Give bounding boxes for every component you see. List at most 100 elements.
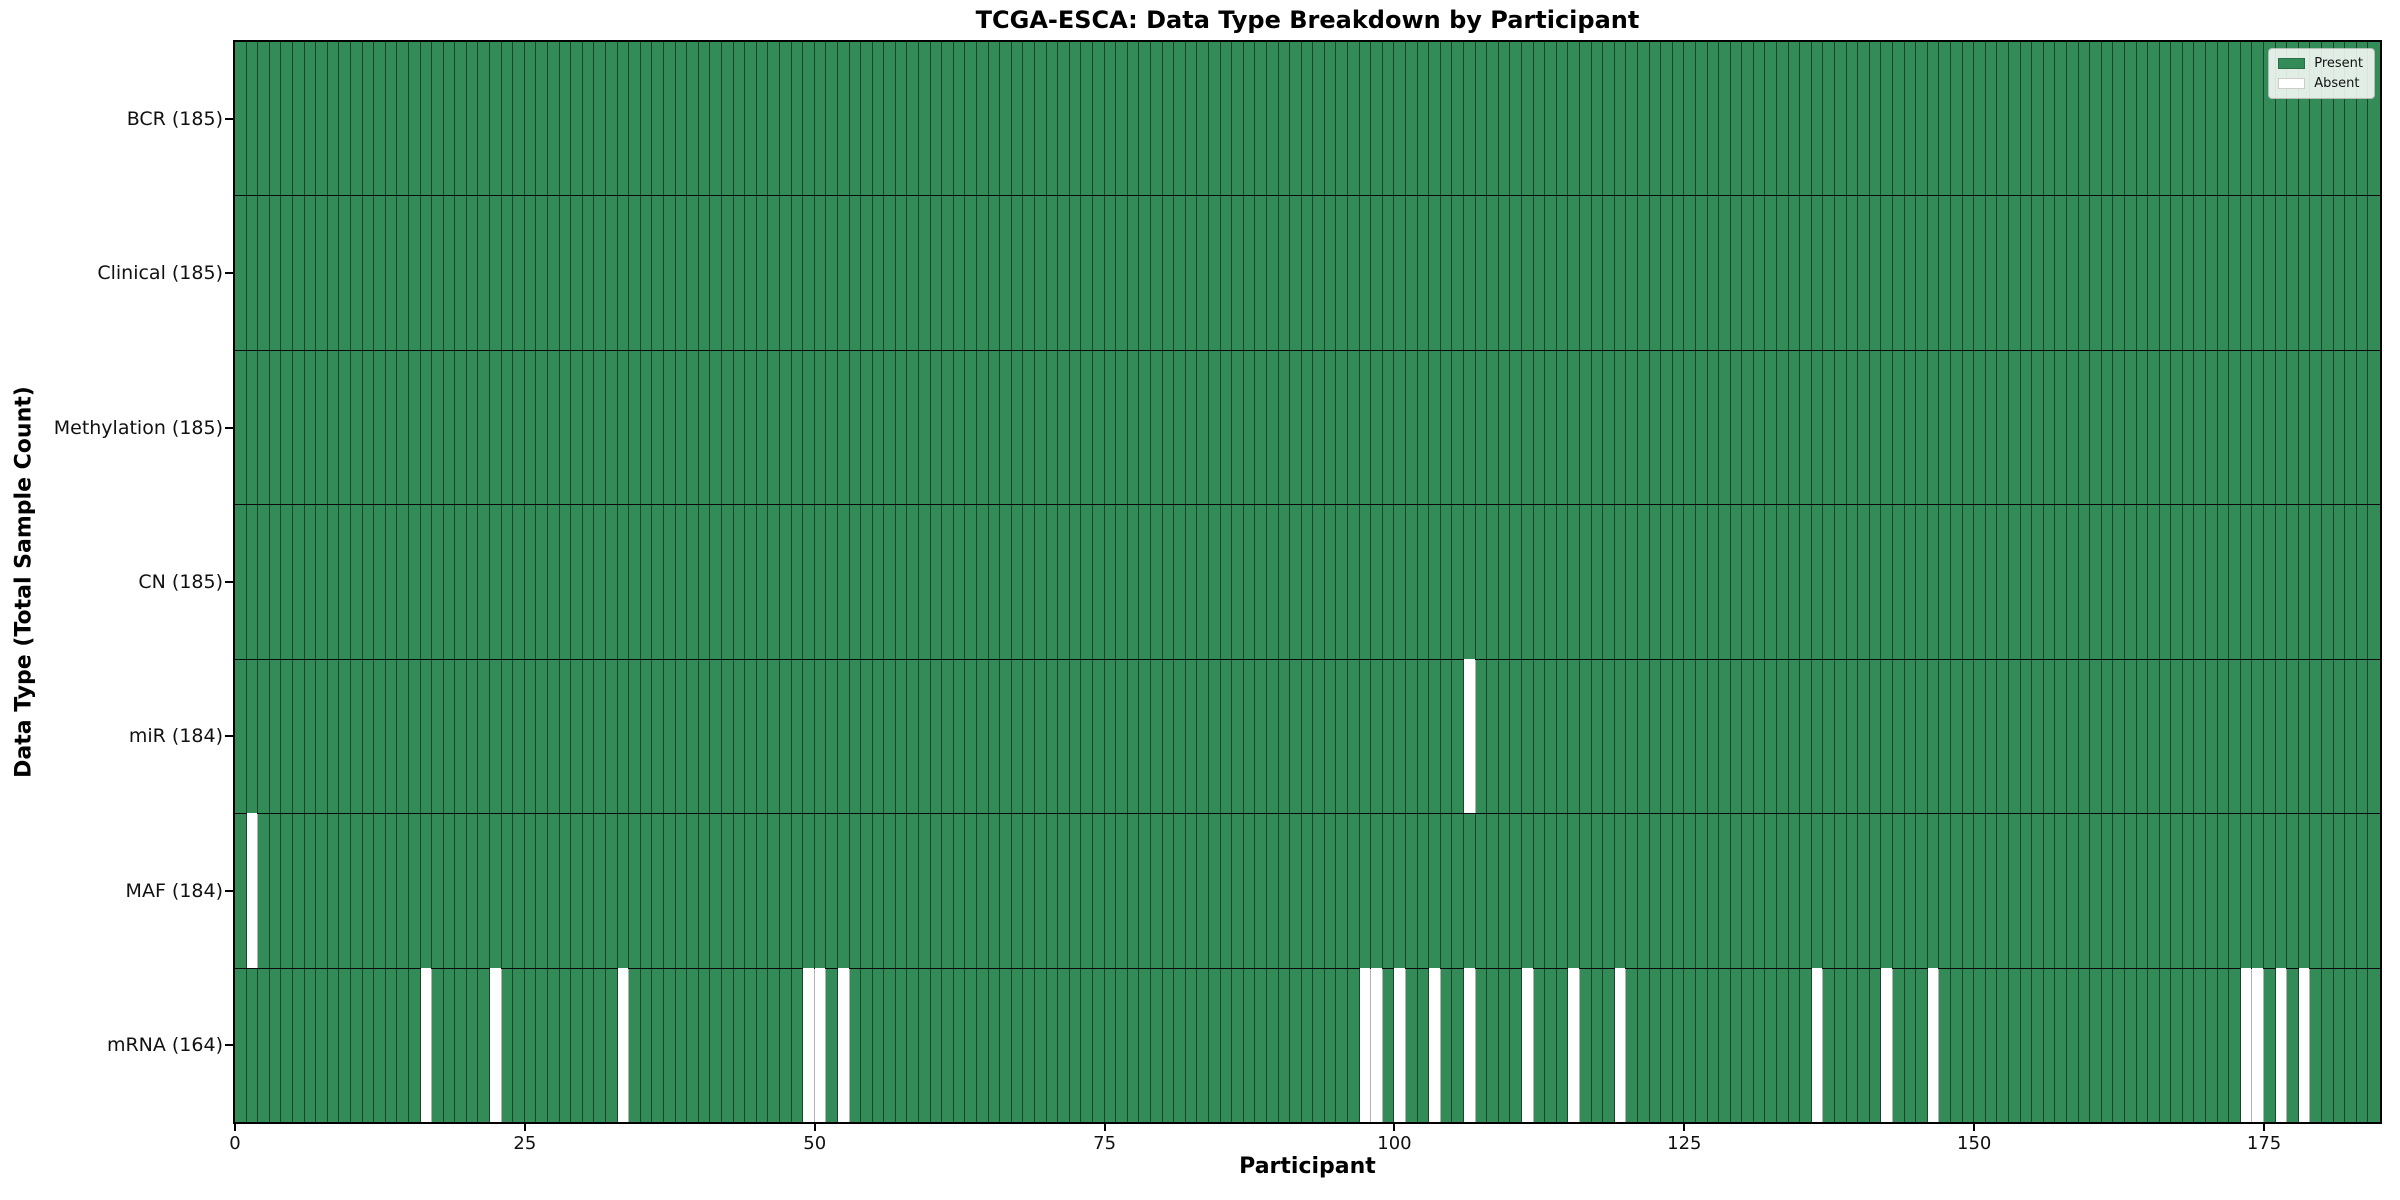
heatmap-cell: [2090, 814, 2102, 968]
heatmap-cell: [826, 659, 838, 814]
y-tick-label-mRNA: mRNA (164): [106, 1033, 223, 1056]
heatmap-cell: [1243, 196, 1256, 350]
heatmap-cell: [1429, 350, 1441, 505]
heatmap-cell: [2333, 196, 2346, 350]
heatmap-cell: [2066, 350, 2079, 505]
heatmap-cell: [803, 196, 815, 350]
legend-present-swatch: [2278, 58, 2306, 69]
heatmap-cell: [2113, 350, 2125, 505]
heatmap-cell: [977, 659, 989, 814]
heatmap-cell: [1510, 196, 1522, 350]
heatmap-cell: [1255, 350, 1267, 505]
heatmap-cell: [2206, 196, 2218, 350]
heatmap-cell: [1162, 659, 1175, 814]
heatmap-cell: [710, 968, 722, 1122]
heatmap-cell: [1730, 659, 1743, 814]
heatmap-cell: [1939, 968, 1951, 1122]
heatmap-cell: [2252, 967, 2265, 1122]
heatmap-cell: [1301, 350, 1314, 505]
heatmap-cell: [1116, 196, 1128, 350]
heatmap-cell: [895, 350, 908, 505]
heatmap-cell: [779, 505, 792, 659]
heatmap-cell: [1069, 968, 1082, 1122]
heatmap-cell: [501, 814, 514, 968]
heatmap-cell: [942, 968, 954, 1122]
heatmap-cell: [1777, 505, 1789, 659]
heatmap-cell: [2275, 196, 2288, 350]
heatmap-cell: [606, 505, 618, 659]
heatmap-cell: [1904, 814, 1917, 968]
heatmap-cell: [1266, 350, 1279, 505]
heatmap-cell: [455, 659, 467, 814]
heatmap-cell: [327, 350, 340, 505]
heatmap-cell: [1046, 814, 1059, 968]
heatmap-cell: [826, 42, 838, 196]
heatmap-cell: [1510, 505, 1522, 659]
heatmap-cell: [594, 350, 607, 505]
heatmap-cell: [884, 196, 896, 350]
heatmap-cell: [965, 968, 978, 1122]
heatmap-cell: [2275, 814, 2288, 968]
heatmap-cell: [640, 968, 653, 1122]
heatmap-cell: [1232, 350, 1244, 505]
heatmap-cell: [1220, 196, 1233, 350]
heatmap-cell: [1985, 814, 1998, 968]
heatmap-cell: [292, 968, 305, 1122]
heatmap-cell: [1974, 968, 1986, 1122]
heatmap-cell: [374, 42, 386, 196]
heatmap-cell: [455, 814, 467, 968]
heatmap-cell: [269, 505, 282, 659]
heatmap-cell: [1661, 659, 1673, 814]
heatmap-cell: [1985, 659, 1998, 814]
heatmap-cell: [1823, 350, 1836, 505]
heatmap-cell: [942, 505, 954, 659]
heatmap-cell: [2310, 505, 2323, 659]
heatmap-cell: [1637, 659, 1650, 814]
heatmap-cell: [1765, 196, 1778, 350]
heatmap-cell: [1150, 659, 1163, 814]
heatmap-cell: [1846, 968, 1859, 1122]
heatmap-cell: [1614, 967, 1627, 1122]
heatmap-cell: [768, 196, 780, 350]
heatmap-cell: [779, 350, 792, 505]
heatmap-cell: [2217, 350, 2230, 505]
heatmap-cell: [640, 196, 653, 350]
heatmap-cell: [826, 505, 838, 659]
heatmap-cell: [339, 659, 351, 814]
heatmap-cell: [2275, 42, 2288, 196]
heatmap-cell: [1174, 814, 1186, 968]
heatmap-cell: [1545, 968, 1557, 1122]
heatmap-row-Clinical: [235, 196, 2380, 351]
heatmap-cell: [1800, 659, 1812, 814]
y-axis-label: Data Type (Total Sample Count): [11, 386, 37, 778]
heatmap-cell: [362, 814, 375, 968]
heatmap-cell: [269, 196, 282, 350]
heatmap-cell: [258, 814, 270, 968]
heatmap-cell: [1684, 505, 1696, 659]
heatmap-cell: [455, 42, 467, 196]
heatmap-cell: [2124, 196, 2137, 350]
heatmap-cell: [385, 814, 398, 968]
heatmap-cell: [1313, 505, 1325, 659]
heatmap-cell: [652, 42, 664, 196]
heatmap-cell: [907, 350, 920, 505]
heatmap-cell: [1290, 42, 1302, 196]
heatmap-cell: [1174, 196, 1186, 350]
heatmap-cell: [1962, 968, 1975, 1122]
heatmap-cell: [478, 350, 491, 505]
y-tick-label-Clinical: Clinical (185): [97, 262, 223, 285]
heatmap-cell: [768, 350, 780, 505]
heatmap-cell: [2322, 659, 2334, 814]
heatmap-cell: [1290, 196, 1302, 350]
heatmap-cell: [1637, 42, 1650, 196]
heatmap-cell: [919, 196, 931, 350]
heatmap-cell: [2136, 968, 2149, 1122]
heatmap-cell: [2287, 350, 2299, 505]
heatmap-cell: [919, 968, 931, 1122]
heatmap-cell: [1510, 968, 1522, 1122]
heatmap-cell: [1545, 42, 1557, 196]
heatmap-cell: [1742, 659, 1754, 814]
heatmap-cell: [1452, 350, 1465, 505]
heatmap-cell: [1777, 42, 1789, 196]
heatmap-cell: [779, 659, 792, 814]
